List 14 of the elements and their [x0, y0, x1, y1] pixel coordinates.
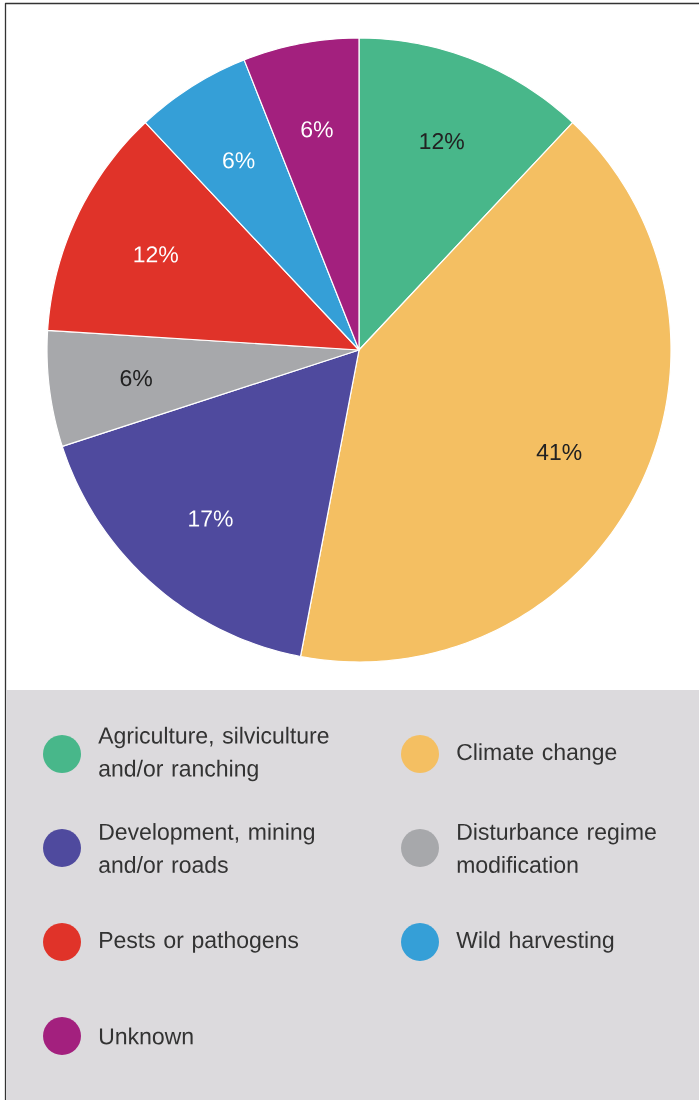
data-label: 6%: [120, 370, 152, 387]
data-label: 6%: [301, 121, 333, 138]
data-label: 41%: [536, 443, 582, 461]
legend-label: Unknown: [99, 1027, 193, 1045]
legend-label: Climate change: [457, 743, 617, 765]
legend-label: Disturbance regime modification: [457, 823, 656, 873]
legend-label: Pests or pathogens: [100, 931, 299, 953]
legend-label: Agriculture, silviculture and/or ranching: [98, 726, 329, 782]
data-label: 12%: [134, 246, 178, 263]
data-label: 6%: [223, 152, 255, 169]
legend-label: Wild harvesting: [456, 931, 614, 953]
data-label: 17%: [189, 510, 233, 527]
legend-label: Development, mining and/or roads: [99, 823, 314, 873]
data-label: 12%: [420, 133, 464, 150]
